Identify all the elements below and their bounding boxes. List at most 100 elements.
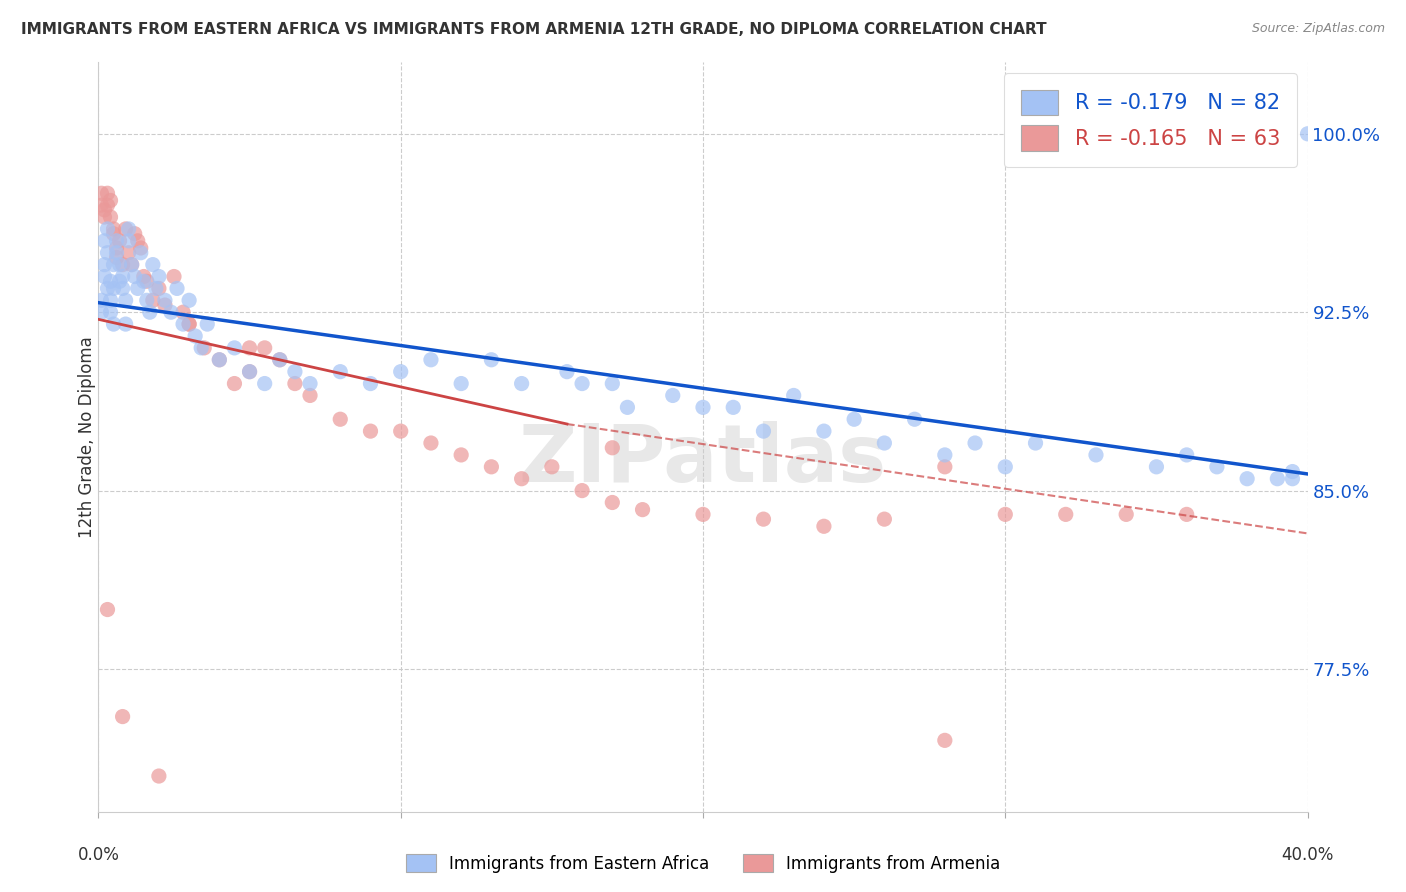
Point	[93, 258, 115, 272]
Point	[127, 281, 149, 295]
Point	[105, 245, 128, 260]
Point	[571, 376, 593, 391]
Point	[172, 317, 194, 331]
Point	[135, 293, 157, 308]
Point	[118, 234, 141, 248]
Point	[179, 293, 201, 308]
Point	[1175, 508, 1198, 522]
Text: Source: ZipAtlas.com: Source: ZipAtlas.com	[1251, 22, 1385, 36]
Y-axis label: 12th Grade, No Diploma: 12th Grade, No Diploma	[79, 336, 96, 538]
Point	[994, 459, 1017, 474]
Point	[481, 352, 503, 367]
Point	[602, 495, 624, 509]
Point	[93, 202, 115, 217]
Point	[190, 341, 212, 355]
Legend: Immigrants from Eastern Africa, Immigrants from Armenia: Immigrants from Eastern Africa, Immigran…	[399, 847, 1007, 880]
Point	[96, 198, 118, 212]
Point	[118, 245, 141, 260]
Point	[100, 305, 122, 319]
Point	[148, 281, 170, 295]
Point	[965, 436, 987, 450]
Point	[103, 222, 125, 236]
Point	[555, 365, 578, 379]
Point	[1085, 448, 1108, 462]
Point	[100, 210, 122, 224]
Point	[1267, 472, 1289, 486]
Point	[224, 376, 246, 391]
Point	[93, 234, 115, 248]
Point	[692, 401, 714, 415]
Point	[139, 305, 162, 319]
Point	[208, 352, 231, 367]
Point	[124, 227, 146, 241]
Point	[111, 281, 134, 295]
Point	[100, 194, 122, 208]
Point	[389, 424, 412, 438]
Point	[100, 274, 122, 288]
Point	[105, 241, 128, 255]
Point	[111, 258, 134, 272]
Legend: R = -0.179   N = 82, R = -0.165   N = 63: R = -0.179 N = 82, R = -0.165 N = 63	[1004, 73, 1298, 168]
Point	[510, 472, 533, 486]
Point	[844, 412, 866, 426]
Point	[269, 352, 291, 367]
Point	[108, 258, 131, 272]
Point	[132, 274, 155, 288]
Point	[103, 281, 125, 295]
Point	[172, 305, 194, 319]
Point	[813, 424, 835, 438]
Point	[934, 448, 956, 462]
Point	[783, 388, 806, 402]
Point	[1296, 127, 1319, 141]
Point	[299, 388, 322, 402]
Point	[90, 198, 112, 212]
Point	[166, 281, 188, 295]
Point	[1054, 508, 1077, 522]
Point	[253, 376, 276, 391]
Point	[145, 281, 167, 295]
Point	[179, 317, 201, 331]
Point	[224, 341, 246, 355]
Point	[93, 210, 115, 224]
Point	[299, 376, 322, 391]
Point	[121, 258, 143, 272]
Point	[661, 388, 683, 402]
Point	[160, 305, 183, 319]
Point	[934, 459, 956, 474]
Point	[114, 222, 136, 236]
Point	[179, 317, 201, 331]
Point	[208, 352, 231, 367]
Point	[195, 317, 218, 331]
Point	[239, 365, 262, 379]
Point	[723, 401, 745, 415]
Text: ZIPatlas: ZIPatlas	[519, 420, 887, 499]
Point	[934, 733, 956, 747]
Point	[692, 508, 714, 522]
Point	[360, 424, 382, 438]
Point	[118, 222, 141, 236]
Point	[239, 341, 262, 355]
Point	[148, 269, 170, 284]
Point	[329, 412, 352, 426]
Point	[108, 234, 131, 248]
Point	[813, 519, 835, 533]
Point	[124, 269, 146, 284]
Point	[184, 329, 207, 343]
Point	[1236, 472, 1258, 486]
Point	[148, 769, 170, 783]
Point	[481, 459, 503, 474]
Point	[142, 293, 165, 308]
Point	[153, 298, 176, 312]
Text: 0.0%: 0.0%	[77, 847, 120, 864]
Point	[105, 234, 128, 248]
Point	[284, 376, 307, 391]
Point	[129, 245, 152, 260]
Point	[114, 317, 136, 331]
Point	[114, 293, 136, 308]
Point	[1206, 459, 1229, 474]
Point	[510, 376, 533, 391]
Point	[873, 512, 896, 526]
Point	[193, 341, 215, 355]
Point	[163, 269, 186, 284]
Text: IMMIGRANTS FROM EASTERN AFRICA VS IMMIGRANTS FROM ARMENIA 12TH GRADE, NO DIPLOMA: IMMIGRANTS FROM EASTERN AFRICA VS IMMIGR…	[21, 22, 1046, 37]
